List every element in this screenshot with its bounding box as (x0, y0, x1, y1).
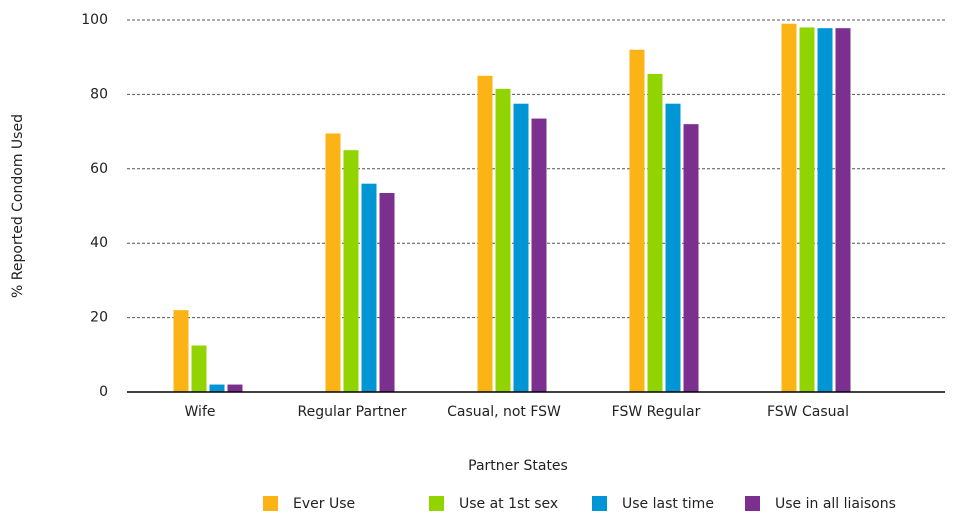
bar (683, 124, 699, 392)
y-tick-label: 60 (90, 161, 108, 177)
x-tick-label: Casual, not FSW (447, 404, 561, 420)
bar (173, 310, 189, 392)
legend-label: Use last time (622, 496, 714, 512)
bar (191, 345, 207, 392)
bar (513, 103, 529, 392)
bar (799, 27, 815, 392)
bar (343, 150, 359, 392)
x-tick-label: FSW Regular (612, 404, 701, 420)
bar (477, 75, 493, 393)
bar (531, 118, 547, 392)
legend-label: Use in all liaisons (775, 496, 896, 512)
legend-swatch (429, 496, 444, 511)
x-axis-title: Partner States (468, 458, 568, 474)
legend-swatch (592, 496, 607, 511)
legend-swatch (745, 496, 760, 511)
bar (835, 28, 851, 393)
bar (209, 384, 225, 392)
bar (629, 49, 645, 392)
bar (379, 192, 395, 392)
bar (361, 183, 377, 392)
bar (781, 23, 797, 392)
bar (495, 88, 511, 392)
y-tick-label: 20 (90, 310, 108, 326)
x-tick-label: Regular Partner (297, 404, 406, 420)
x-tick-label: Wife (185, 404, 216, 420)
legend-label: Ever Use (293, 496, 355, 512)
y-tick-label: 80 (90, 86, 108, 102)
bar (665, 103, 681, 392)
bar (227, 384, 243, 392)
bar (817, 28, 833, 393)
y-tick-label: 0 (99, 384, 108, 400)
legend-label: Use at 1st sex (459, 496, 558, 512)
y-tick-label: 100 (81, 12, 108, 28)
bar (325, 133, 341, 392)
y-tick-label: 40 (90, 235, 108, 251)
x-tick-label: FSW Casual (767, 404, 849, 420)
bar (647, 73, 663, 392)
y-axis-title: % Reported Condom Used (10, 114, 26, 298)
legend-swatch (263, 496, 278, 511)
